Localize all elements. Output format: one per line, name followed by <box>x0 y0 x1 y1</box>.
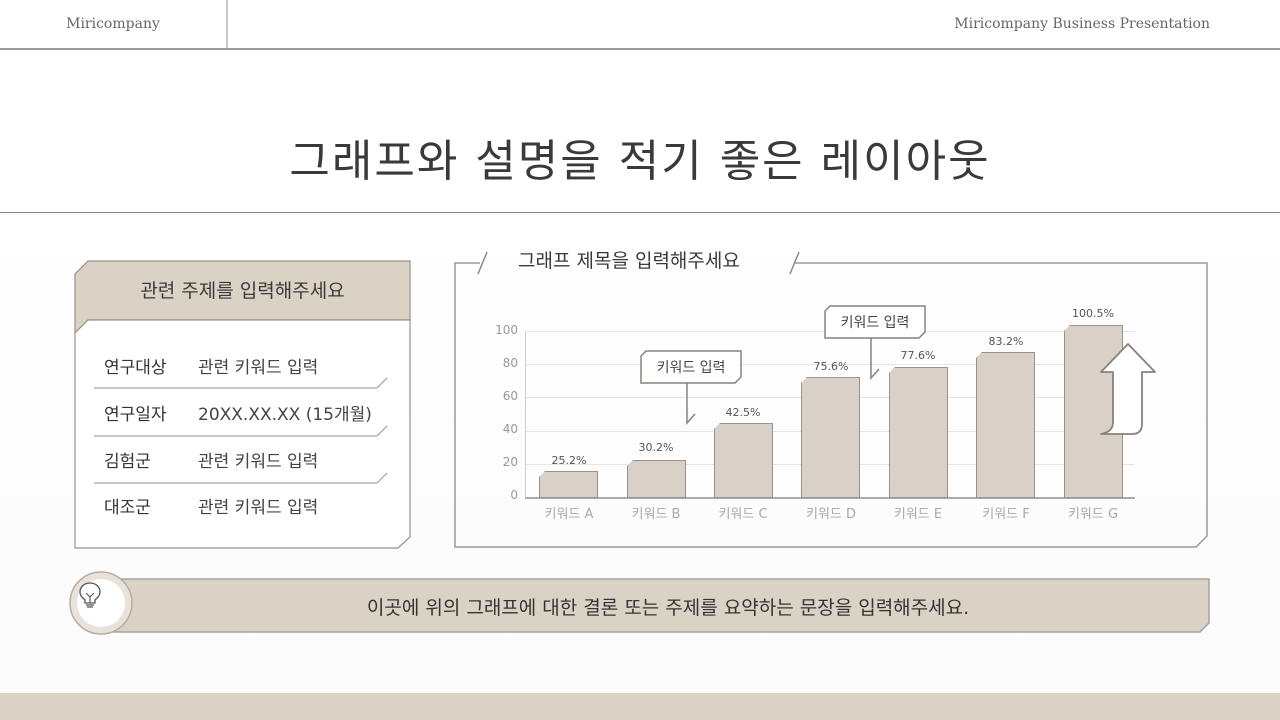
bar-value-label: 75.6% <box>813 360 849 373</box>
info-row-date: 연구일자 20XX.XX.XX (15개월) <box>104 397 394 427</box>
company-name: Miricompany <box>0 0 228 48</box>
x-tick-label: 키워드 F <box>982 507 1030 522</box>
bar-keyword-e <box>889 367 948 498</box>
footer-band <box>0 693 1280 720</box>
x-tick-label: 키워드 D <box>805 507 857 522</box>
x-tick-label: 키워드 A <box>544 507 594 522</box>
summary-text: 이곳에 위의 그래프에 대한 결론 또는 주제를 요약하는 문장을 입력해주세요… <box>366 596 970 619</box>
callout-keyword-2: 키워드 입력 <box>824 305 926 381</box>
info-row-label: 대조군 <box>104 497 151 518</box>
up-arrow-icon <box>1100 343 1156 435</box>
y-tick: 60 <box>502 389 518 403</box>
bar-value-label: 83.2% <box>988 335 1024 348</box>
chart-title: 그래프 제목을 입력해주세요 <box>518 250 740 272</box>
gridline <box>525 364 1135 365</box>
x-axis <box>525 497 1135 499</box>
bar-keyword-b <box>627 460 686 498</box>
x-tick-label: 키워드 G <box>1067 507 1119 522</box>
header: Miricompany Miricompany Business Present… <box>0 0 1280 50</box>
info-row-control: 대조군 관련 키워드 입력 <box>104 490 394 520</box>
info-card-frame <box>74 260 411 549</box>
info-row-subject: 연구대상 관련 키워드 입력 <box>104 350 394 380</box>
y-tick: 0 <box>510 488 518 502</box>
x-tick-label: 키워드 E <box>893 507 943 522</box>
info-card-title: 관련 주제를 입력해주세요 <box>140 280 345 302</box>
x-tick-label: 키워드 C <box>718 507 768 522</box>
page-title: 그래프와 설명을 적기 좋은 레이아웃 <box>289 136 991 187</box>
summary-bar-shape <box>69 571 1210 635</box>
callout-keyword-1: 키워드 입력 <box>640 350 742 426</box>
info-row-label: 연구일자 <box>104 404 167 425</box>
y-axis <box>525 331 526 498</box>
bar-keyword-d <box>801 377 860 498</box>
callout-bubble <box>640 350 742 425</box>
info-row-value: 관련 키워드 입력 <box>198 451 319 472</box>
info-row-value: 20XX.XX.XX (15개월) <box>198 404 372 425</box>
info-row-experimental: 김험군 관련 키워드 입력 <box>104 444 394 474</box>
title-divider <box>0 212 1280 213</box>
callout-bubble <box>824 305 926 380</box>
info-card: 관련 주제를 입력해주세요 연구대상 관련 키워드 입력 연구일자 20XX.X… <box>74 260 411 549</box>
bar-value-label: 25.2% <box>551 454 587 467</box>
x-tick-label: 키워드 B <box>631 507 681 522</box>
info-row-value: 관련 키워드 입력 <box>198 497 319 518</box>
y-tick: 80 <box>502 356 518 370</box>
bar-keyword-c <box>714 423 773 498</box>
bar-value-label: 42.5% <box>725 406 761 419</box>
bar-value-label: 77.6% <box>900 349 936 362</box>
bar-value-label: 30.2% <box>638 441 674 454</box>
info-row-label: 김험군 <box>104 451 151 472</box>
chart-card-frame <box>454 251 1208 548</box>
bar-keyword-f <box>976 352 1035 498</box>
callout-text: 키워드 입력 <box>840 314 910 331</box>
bar-value-label: 100.5% <box>1072 307 1114 320</box>
info-row-label: 연구대상 <box>104 357 167 378</box>
summary-bar: 이곳에 위의 그래프에 대한 결론 또는 주제를 요약하는 문장을 입력해주세요… <box>68 570 1213 636</box>
y-tick: 100 <box>495 323 518 337</box>
bar-keyword-a <box>539 471 598 498</box>
presentation-name: Miricompany Business Presentation <box>954 16 1210 32</box>
y-tick: 20 <box>502 455 518 469</box>
callout-text: 키워드 입력 <box>656 359 726 376</box>
chart-card: 그래프 제목을 입력해주세요 <box>454 246 1209 549</box>
y-tick: 40 <box>502 422 518 436</box>
lightbulb-icon <box>78 581 124 627</box>
info-row-value: 관련 키워드 입력 <box>198 357 319 378</box>
